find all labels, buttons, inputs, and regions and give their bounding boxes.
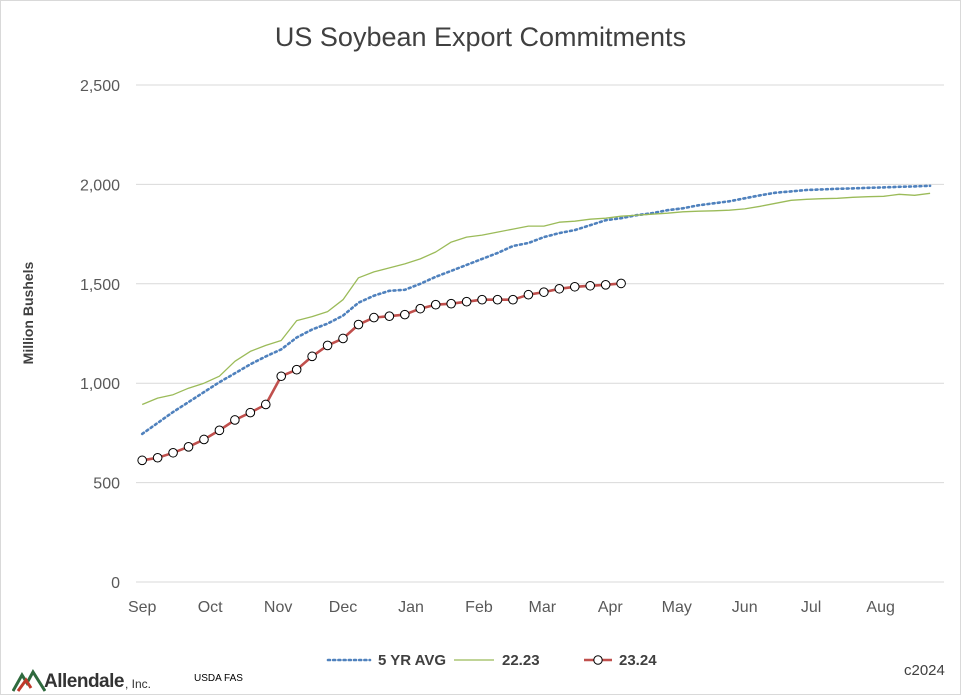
x-tick-label: May: [662, 599, 692, 616]
data-point-marker: [585, 280, 596, 291]
x-tick-label: Feb: [465, 599, 493, 616]
legend-label-23-24: 23.24: [619, 651, 657, 669]
y-tick-label: 500: [93, 476, 120, 493]
data-point-marker: [276, 371, 287, 382]
logo-suffix: , Inc.: [124, 677, 151, 691]
data-point-marker: [539, 287, 549, 297]
source-label: USDA FAS: [194, 673, 243, 684]
legend-label-22-23: 22.23: [502, 651, 540, 669]
data-point-marker: [322, 340, 333, 351]
data-point-marker: [152, 452, 163, 463]
x-tick-label: Mar: [529, 599, 557, 616]
data-point-marker: [291, 364, 302, 375]
data-point-marker: [214, 425, 225, 436]
legend-swatch-5yr-avg: [326, 658, 372, 662]
data-point-marker: [384, 311, 395, 322]
x-tick-label: Sep: [128, 599, 157, 616]
x-tick-label: Jun: [732, 599, 758, 616]
x-tick-label: Jul: [801, 599, 821, 616]
x-tick-label: Aug: [866, 599, 894, 616]
series-line-1: [141, 192, 931, 406]
allendale-logo: Allendale , Inc.: [12, 664, 151, 692]
data-point-marker: [477, 294, 487, 305]
y-tick-label: 0: [111, 575, 120, 592]
x-tick-label: Dec: [329, 599, 357, 616]
data-point-marker: [137, 455, 147, 466]
legend-item-22-23: 22.23: [452, 648, 540, 672]
y-tick-label: 2,500: [80, 78, 120, 95]
data-point-marker: [338, 333, 348, 344]
y-tick-label: 1,000: [80, 376, 120, 393]
legend-swatch-22-23: [454, 659, 494, 661]
data-point-marker: [400, 309, 410, 320]
x-tick-label: Oct: [198, 599, 223, 616]
data-point-marker: [369, 312, 379, 323]
legend-label-5yr-avg: 5 YR AVG: [378, 651, 447, 669]
series-line-0: [140, 184, 932, 436]
logo-text: Allendale: [44, 671, 124, 692]
y-tick-label: 1,500: [80, 277, 120, 294]
legend-item-5yr-avg: 5 YR AVG: [326, 648, 446, 672]
copyright-label: c2024: [904, 662, 945, 679]
data-point-marker: [446, 298, 456, 309]
data-point-marker: [569, 281, 580, 292]
chart-legend: 5 YR AVG 22.23 23.24: [0, 648, 961, 672]
data-point-marker: [353, 319, 364, 330]
x-tick-label: Nov: [264, 599, 292, 616]
data-point-marker: [307, 351, 317, 362]
data-point-marker: [430, 299, 441, 310]
data-point-marker: [415, 303, 426, 314]
x-tick-label: Apr: [598, 599, 624, 616]
y-tick-label: 2,000: [80, 177, 120, 194]
x-tick-label: Jan: [398, 599, 424, 616]
data-point-marker: [260, 399, 271, 410]
allendale-mountain-icon: [12, 669, 46, 692]
data-point-marker: [616, 278, 626, 289]
data-point-marker: [600, 279, 611, 290]
data-point-marker: [183, 442, 194, 452]
data-point-marker: [508, 294, 518, 305]
legend-swatch-23-24: [584, 655, 612, 665]
chart-title: US Soybean Export Commitments: [274, 22, 687, 52]
data-point-marker: [168, 447, 178, 458]
data-point-marker: [199, 434, 209, 445]
data-point-marker: [523, 289, 534, 300]
y-axis-label: Million Bushels: [20, 261, 36, 365]
data-point-marker: [245, 407, 256, 418]
legend-item-23-24: 23.24: [583, 648, 657, 672]
data-point-marker: [492, 294, 503, 305]
data-point-marker: [554, 283, 565, 294]
data-point-marker: [461, 296, 472, 307]
series-line-2: [141, 282, 622, 462]
data-point-marker: [230, 415, 240, 425]
